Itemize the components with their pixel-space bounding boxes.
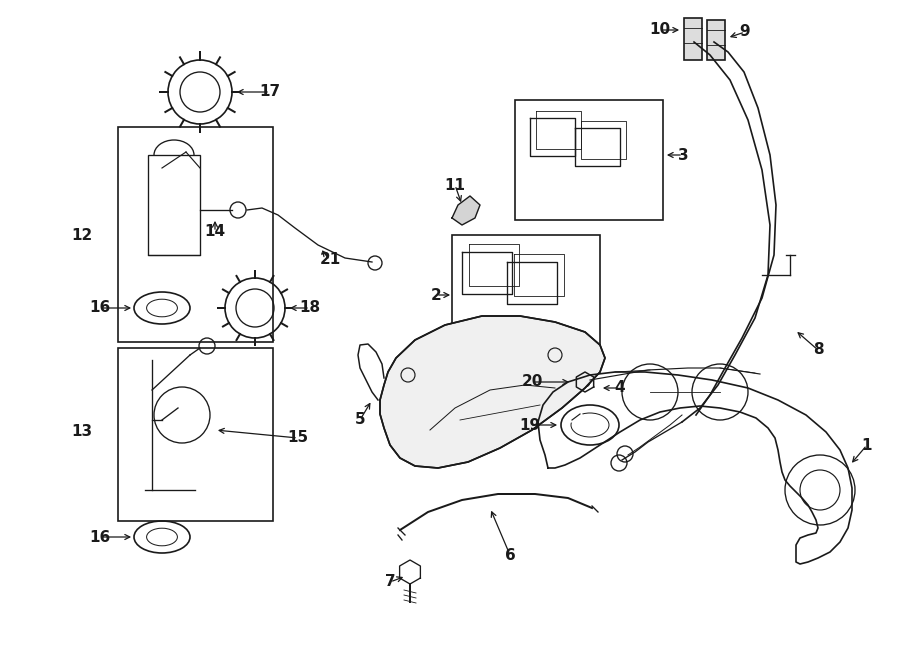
Bar [452, 235, 600, 355]
Text: 6: 6 [505, 547, 516, 563]
Bar [515, 100, 663, 220]
Bar [707, 20, 725, 60]
Text: 16: 16 [89, 529, 111, 545]
Bar [118, 127, 273, 342]
Text: 11: 11 [445, 178, 465, 192]
Text: 18: 18 [300, 301, 320, 315]
Text: 9: 9 [740, 24, 751, 40]
Text: 21: 21 [320, 253, 340, 268]
Text: 20: 20 [521, 375, 543, 389]
Text: 8: 8 [813, 342, 824, 358]
Text: 5: 5 [355, 412, 365, 428]
Text: 15: 15 [287, 430, 309, 446]
Text: 16: 16 [89, 301, 111, 315]
Text: 3: 3 [678, 147, 688, 163]
Bar [118, 348, 273, 521]
Text: 13: 13 [71, 424, 93, 440]
Text: 2: 2 [430, 288, 441, 303]
Text: 4: 4 [615, 381, 626, 395]
Bar [684, 18, 702, 60]
Text: 7: 7 [384, 574, 395, 590]
Text: 19: 19 [519, 418, 541, 432]
Text: 1: 1 [862, 438, 872, 453]
Polygon shape [380, 316, 605, 468]
Text: 14: 14 [204, 225, 226, 239]
Bar [148, 155, 200, 255]
Text: 17: 17 [259, 85, 281, 100]
Text: 10: 10 [650, 22, 670, 38]
Text: 12: 12 [71, 227, 93, 243]
Polygon shape [452, 196, 480, 225]
